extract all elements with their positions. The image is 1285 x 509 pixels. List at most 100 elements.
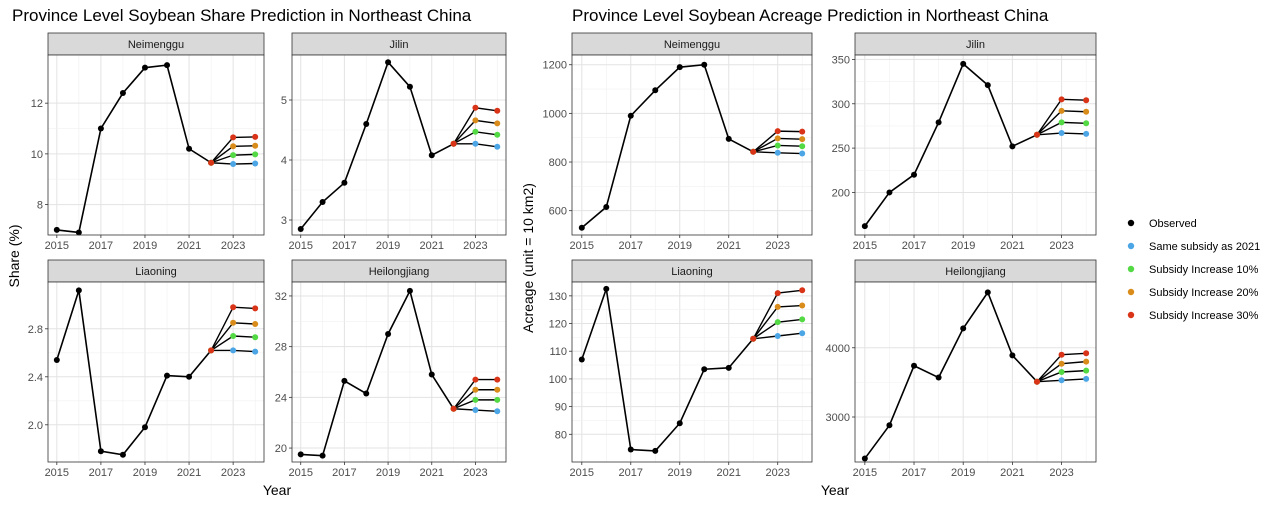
panel-0-liaoning: Liaoning 2.0 2.4 2.8 2015 2017 2019 2021 2023 <box>28 259 265 479</box>
point-subsidy-increase-20 <box>799 302 806 309</box>
legend-label-subsidy-increase-10: Subsidy Increase 10% <box>1149 264 1259 276</box>
point-observed <box>53 226 60 233</box>
point-subsidy-increase-10 <box>230 152 237 159</box>
y-tick-label: 80 <box>555 429 567 441</box>
y-tick-label: 250 <box>832 143 850 155</box>
facet-label: Neimenggu <box>664 39 720 51</box>
panel-1-jilin: Jilin 200 250 300 350 2015 2017 2019 2021 2023 <box>832 32 1097 252</box>
point-observed <box>385 330 392 337</box>
point-observed <box>406 287 413 294</box>
x-tick-label: 2015 <box>853 240 877 252</box>
point-same-subsidy-as-2021 <box>472 407 479 414</box>
y-tick-label: 110 <box>549 346 567 358</box>
point-observed <box>701 366 708 373</box>
point-observed <box>297 451 304 458</box>
x-tick-label: 2015 <box>853 467 877 479</box>
plot-area <box>48 282 264 462</box>
point-subsidy-increase-30 <box>1033 131 1040 138</box>
x-tick-label: 2023 <box>463 240 487 252</box>
point-subsidy-increase-30 <box>799 287 806 294</box>
point-observed <box>406 83 413 90</box>
point-subsidy-increase-30 <box>750 335 757 342</box>
point-subsidy-increase-10 <box>1058 119 1065 126</box>
point-subsidy-increase-30 <box>1058 96 1065 103</box>
y-tick-label: 3000 <box>826 412 850 424</box>
y-tick-label: 800 <box>549 157 567 169</box>
point-subsidy-increase-30 <box>494 376 501 383</box>
chart-title-acreage: Province Level Soybean Acreage Predictio… <box>572 6 1049 25</box>
y-tick-label: 1200 <box>543 60 567 72</box>
x-tick-label: 2017 <box>332 240 356 252</box>
x-tick-label: 2021 <box>1000 467 1024 479</box>
point-subsidy-increase-10 <box>252 151 259 158</box>
panel-border <box>291 281 507 463</box>
point-observed <box>627 112 634 119</box>
point-subsidy-increase-30 <box>230 134 237 141</box>
point-subsidy-increase-30 <box>450 405 457 412</box>
facet-label: Jilin <box>966 39 985 51</box>
plot-area <box>572 55 812 235</box>
point-subsidy-increase-30 <box>750 148 757 155</box>
x-tick-label: 2019 <box>668 467 692 479</box>
x-tick-label: 2015 <box>570 240 594 252</box>
point-observed <box>164 62 171 69</box>
point-observed <box>676 64 683 71</box>
y-tick-label: 2.8 <box>28 324 43 336</box>
panel-1-liaoning: Liaoning 80 90 100 110 120 130 2015 2017 2019 2021… <box>549 259 813 479</box>
point-observed <box>428 152 435 159</box>
x-tick-label: 2017 <box>89 240 113 252</box>
line-observed <box>581 288 754 452</box>
y-tick-label: 28 <box>275 342 287 354</box>
point-subsidy-increase-20 <box>494 120 501 127</box>
point-observed <box>725 135 732 142</box>
point-subsidy-increase-30 <box>774 290 781 297</box>
plot-area <box>572 282 812 462</box>
point-subsidy-increase-30 <box>230 304 237 311</box>
point-subsidy-increase-30 <box>208 159 215 166</box>
y-axis-label-acreage: Acreage (unit = 10 km2) <box>520 183 536 333</box>
point-same-subsidy-as-2021 <box>494 408 501 415</box>
point-observed <box>861 455 868 462</box>
point-observed <box>119 90 126 97</box>
legend-label-observed: Observed <box>1149 218 1197 230</box>
point-same-subsidy-as-2021 <box>1083 130 1090 137</box>
y-tick-label: 3 <box>281 215 287 227</box>
point-observed <box>1009 352 1016 359</box>
point-observed <box>119 451 126 458</box>
x-tick-label: 2021 <box>177 240 201 252</box>
plot-area <box>292 55 506 235</box>
line-observed <box>56 290 212 456</box>
point-observed <box>984 289 991 296</box>
y-tick-label: 4000 <box>826 343 850 355</box>
y-tick-label: 300 <box>832 99 850 111</box>
point-observed <box>186 145 193 152</box>
point-observed <box>725 364 732 371</box>
point-same-subsidy-as-2021 <box>252 348 259 355</box>
y-tick-label: 2.0 <box>28 420 43 432</box>
x-tick-label: 2015 <box>288 240 312 252</box>
point-observed <box>428 371 435 378</box>
point-observed <box>676 420 683 427</box>
line-observed <box>300 288 455 457</box>
point-subsidy-increase-30 <box>208 347 215 354</box>
y-tick-label: 130 <box>549 291 567 303</box>
x-tick-label: 2023 <box>463 467 487 479</box>
x-axis-label-share: Year <box>263 482 292 498</box>
point-subsidy-increase-20 <box>1058 107 1065 114</box>
point-same-subsidy-as-2021 <box>774 149 781 156</box>
point-observed <box>911 171 918 178</box>
line-observed <box>300 60 454 230</box>
facet-label: Neimenggu <box>128 39 184 51</box>
x-tick-label: 2023 <box>765 467 789 479</box>
point-observed <box>341 377 348 384</box>
facet-label: Heilongjiang <box>945 266 1006 278</box>
point-observed <box>652 447 659 454</box>
x-tick-label: 2021 <box>716 240 740 252</box>
point-observed <box>935 374 942 381</box>
y-tick-label: 20 <box>275 443 287 455</box>
x-tick-label: 2019 <box>133 240 157 252</box>
panel-border <box>291 54 507 236</box>
y-tick-label: 350 <box>832 54 850 66</box>
